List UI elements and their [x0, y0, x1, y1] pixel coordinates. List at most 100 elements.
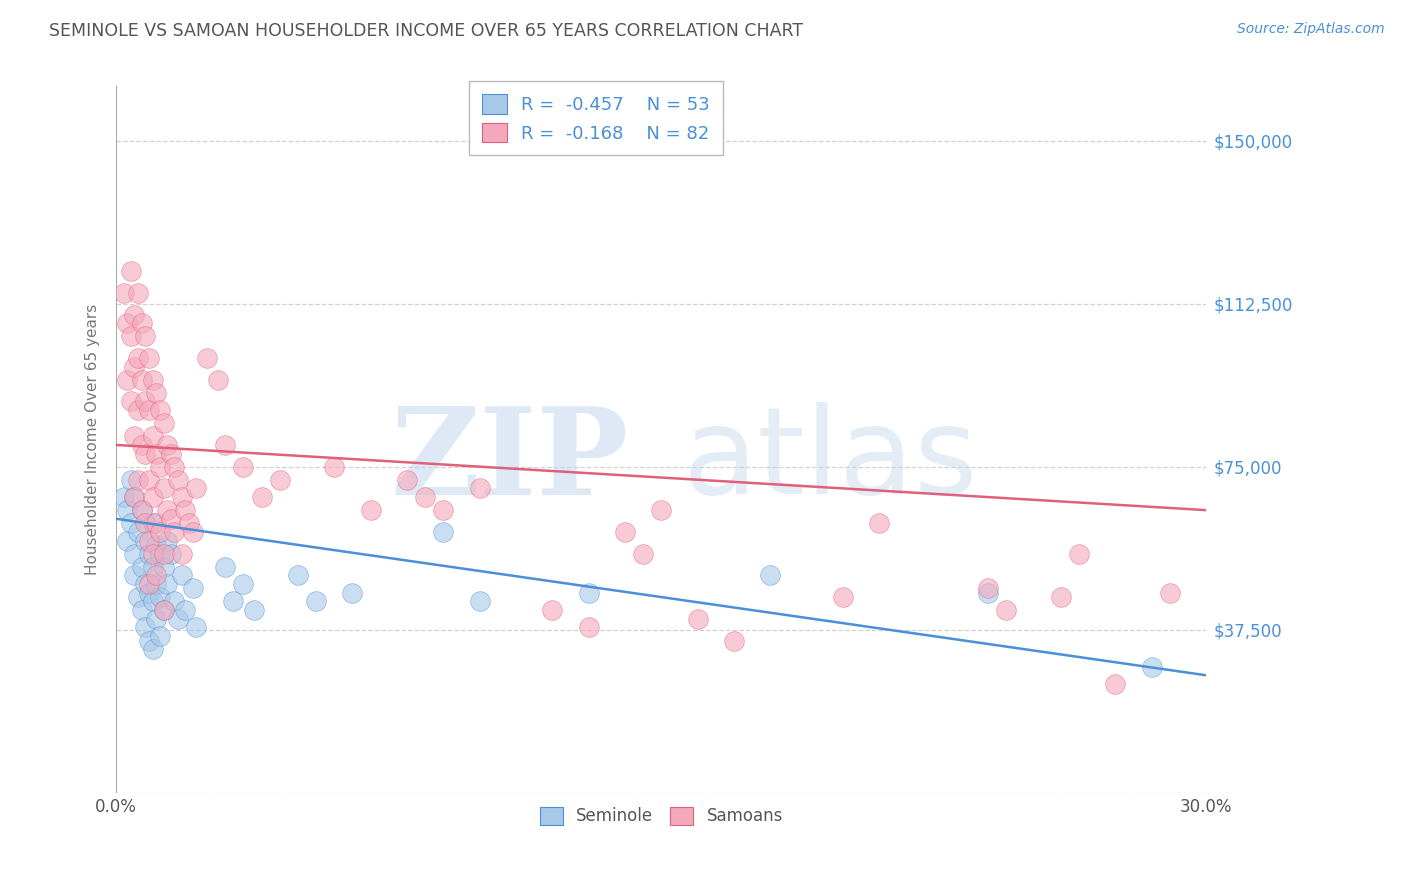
- Point: [134, 447, 156, 461]
- Point: [134, 394, 156, 409]
- Point: [995, 603, 1018, 617]
- Point: [142, 490, 165, 504]
- Point: [115, 533, 138, 548]
- Point: [124, 359, 146, 374]
- Point: [149, 459, 172, 474]
- Point: [167, 473, 190, 487]
- Point: [149, 547, 172, 561]
- Legend: Seminole, Samoans: Seminole, Samoans: [531, 798, 792, 834]
- Point: [145, 385, 167, 400]
- Point: [149, 403, 172, 417]
- Point: [124, 490, 146, 504]
- Point: [120, 264, 142, 278]
- Point: [134, 577, 156, 591]
- Point: [124, 547, 146, 561]
- Point: [138, 533, 160, 548]
- Point: [142, 373, 165, 387]
- Point: [163, 524, 186, 539]
- Point: [131, 316, 153, 330]
- Point: [323, 459, 346, 474]
- Point: [127, 403, 149, 417]
- Point: [578, 585, 600, 599]
- Point: [131, 438, 153, 452]
- Point: [578, 620, 600, 634]
- Point: [686, 612, 709, 626]
- Point: [131, 503, 153, 517]
- Point: [142, 516, 165, 531]
- Point: [167, 612, 190, 626]
- Point: [115, 373, 138, 387]
- Point: [142, 429, 165, 443]
- Point: [115, 316, 138, 330]
- Text: Source: ZipAtlas.com: Source: ZipAtlas.com: [1237, 22, 1385, 37]
- Point: [181, 582, 204, 596]
- Point: [413, 490, 436, 504]
- Point: [214, 438, 236, 452]
- Point: [977, 582, 1000, 596]
- Point: [395, 473, 418, 487]
- Point: [159, 547, 181, 561]
- Point: [124, 568, 146, 582]
- Point: [269, 473, 291, 487]
- Y-axis label: Householder Income Over 65 years: Householder Income Over 65 years: [86, 304, 100, 575]
- Point: [131, 559, 153, 574]
- Point: [170, 568, 193, 582]
- Point: [127, 473, 149, 487]
- Point: [145, 447, 167, 461]
- Point: [170, 490, 193, 504]
- Point: [131, 373, 153, 387]
- Point: [138, 633, 160, 648]
- Point: [145, 612, 167, 626]
- Point: [177, 516, 200, 531]
- Point: [1067, 547, 1090, 561]
- Point: [142, 559, 165, 574]
- Point: [115, 503, 138, 517]
- Point: [131, 503, 153, 517]
- Point: [145, 577, 167, 591]
- Point: [181, 524, 204, 539]
- Point: [124, 429, 146, 443]
- Point: [1104, 677, 1126, 691]
- Point: [432, 524, 454, 539]
- Point: [124, 490, 146, 504]
- Point: [195, 351, 218, 365]
- Point: [186, 482, 208, 496]
- Point: [134, 620, 156, 634]
- Point: [127, 590, 149, 604]
- Point: [145, 516, 167, 531]
- Point: [138, 585, 160, 599]
- Point: [159, 512, 181, 526]
- Point: [156, 577, 179, 591]
- Point: [127, 285, 149, 300]
- Text: ZIP: ZIP: [391, 401, 628, 520]
- Point: [613, 524, 636, 539]
- Point: [152, 603, 174, 617]
- Point: [468, 594, 491, 608]
- Point: [156, 438, 179, 452]
- Text: atlas: atlas: [683, 402, 979, 519]
- Point: [120, 516, 142, 531]
- Point: [134, 533, 156, 548]
- Point: [152, 482, 174, 496]
- Point: [432, 503, 454, 517]
- Point: [124, 308, 146, 322]
- Point: [868, 516, 890, 531]
- Point: [1140, 659, 1163, 673]
- Point: [287, 568, 309, 582]
- Point: [120, 329, 142, 343]
- Text: SEMINOLE VS SAMOAN HOUSEHOLDER INCOME OVER 65 YEARS CORRELATION CHART: SEMINOLE VS SAMOAN HOUSEHOLDER INCOME OV…: [49, 22, 803, 40]
- Point: [541, 603, 564, 617]
- Point: [221, 594, 243, 608]
- Point: [232, 459, 254, 474]
- Point: [468, 482, 491, 496]
- Point: [250, 490, 273, 504]
- Point: [149, 590, 172, 604]
- Point: [342, 585, 364, 599]
- Point: [127, 351, 149, 365]
- Point: [149, 629, 172, 643]
- Point: [138, 351, 160, 365]
- Point: [152, 603, 174, 617]
- Point: [156, 503, 179, 517]
- Point: [112, 285, 135, 300]
- Point: [149, 524, 172, 539]
